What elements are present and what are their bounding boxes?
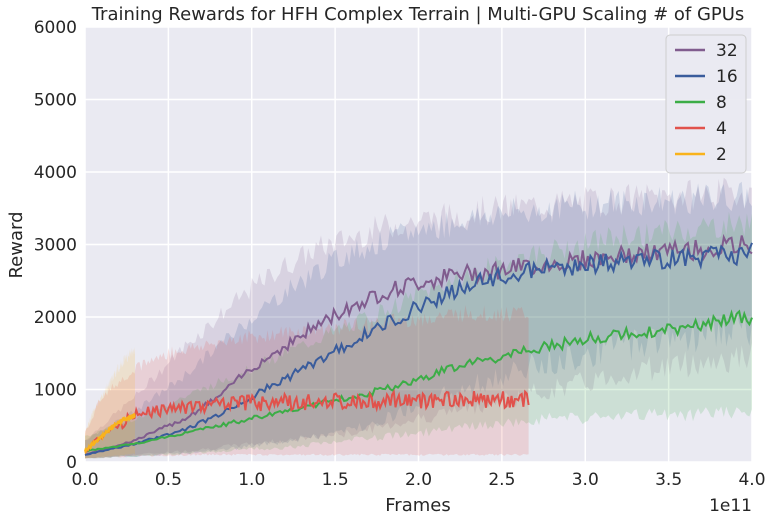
- series-line-8-gpus: [84, 309, 753, 453]
- x-scale-label: 1e11: [709, 496, 752, 516]
- band-32-gpus: [85, 177, 752, 459]
- series-line-4-gpus: [84, 388, 530, 454]
- series-line-32-gpus: [84, 233, 753, 456]
- legend-label-16: 16: [716, 67, 738, 87]
- x-tick-label: 0.5: [155, 470, 182, 490]
- x-tick-label: 2.0: [405, 470, 432, 490]
- x-axis-label: Frames: [385, 495, 450, 516]
- band-4-gpus: [85, 305, 529, 459]
- legend: 32 16 8 4 2: [665, 34, 747, 174]
- y-tick-label: 0: [66, 453, 77, 473]
- band-2-gpus: [85, 346, 135, 459]
- x-tick-label: 3.5: [655, 470, 682, 490]
- y-tick-label: 5000: [34, 91, 77, 111]
- legend-label-4: 4: [716, 119, 727, 139]
- series-line-2-gpus: [84, 413, 136, 455]
- y-tick-label: 4000: [34, 163, 77, 183]
- x-tick-label: 1.0: [238, 470, 265, 490]
- y-axis-label: Reward: [6, 211, 27, 278]
- y-tick-label: 2000: [34, 308, 77, 328]
- x-tick-labels: 0.0 0.5 1.0 1.5 2.0 2.5 3.0 3.5 4.0: [71, 470, 765, 490]
- x-tick-label: 1.5: [322, 470, 349, 490]
- band-16-gpus: [85, 181, 752, 459]
- y-tick-labels: 0 1000 2000 3000 4000 5000 6000: [34, 18, 77, 473]
- y-tick-label: 1000: [34, 381, 77, 401]
- x-tick-label: 0.0: [71, 470, 98, 490]
- legend-label-2: 2: [716, 145, 727, 165]
- x-tick-label: 3.0: [572, 470, 599, 490]
- x-tick-label: 2.5: [488, 470, 515, 490]
- series-line-16-gpus: [84, 242, 753, 456]
- legend-label-32: 32: [716, 41, 738, 61]
- series-lines: [84, 233, 753, 456]
- y-tick-label: 6000: [34, 18, 77, 38]
- chart-title: Training Rewards for HFH Complex Terrain…: [91, 4, 745, 25]
- legend-box: [665, 34, 747, 174]
- x-tick-label: 4.0: [738, 470, 765, 490]
- legend-label-8: 8: [716, 93, 727, 113]
- y-tick-label: 3000: [34, 236, 77, 256]
